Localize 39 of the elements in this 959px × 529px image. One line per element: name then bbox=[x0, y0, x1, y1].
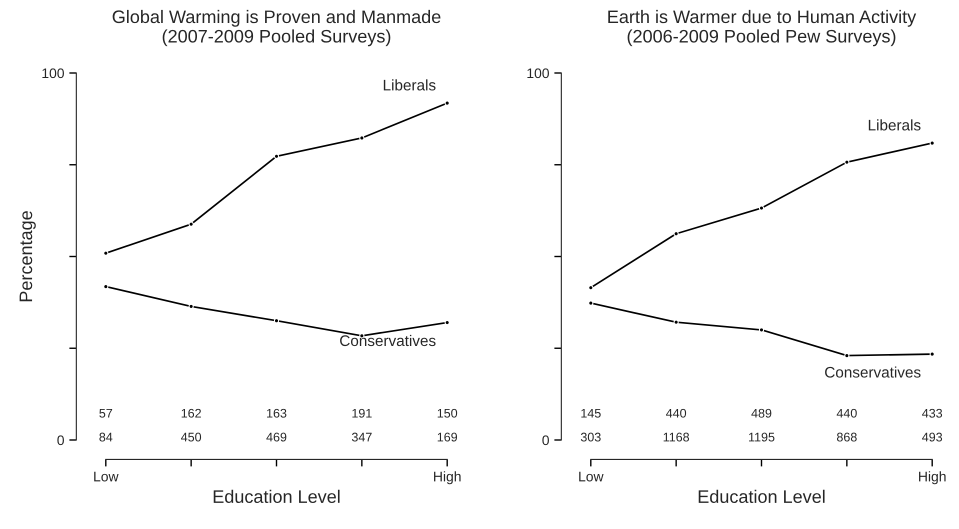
annotation: 1168 bbox=[664, 432, 690, 442]
x-tick-label: High bbox=[434, 471, 461, 484]
y-axis-title: Percentage bbox=[20, 211, 36, 302]
annotation: 489 bbox=[751, 408, 772, 418]
annotation: 469 bbox=[266, 432, 286, 442]
x-axis-title: Education Level bbox=[698, 490, 825, 504]
annotation: 433 bbox=[922, 408, 942, 418]
x-tick-label: Low bbox=[94, 472, 119, 482]
x-tick-label: High bbox=[919, 471, 946, 484]
chart-title: Global Warming is Proven and Manmade bbox=[112, 10, 440, 27]
annotation: 450 bbox=[181, 432, 202, 442]
y-tick-label: 0 bbox=[542, 435, 549, 446]
annotation: 440 bbox=[666, 408, 686, 418]
chart-title: Earth is Warmer due to Human Activity bbox=[608, 10, 916, 27]
annotation: 150 bbox=[438, 408, 458, 418]
annotation: 303 bbox=[580, 432, 601, 442]
annotation: 1195 bbox=[749, 432, 774, 442]
series-label: Liberals bbox=[868, 119, 921, 131]
series-label: Liberals bbox=[384, 79, 436, 91]
annotation: 145 bbox=[581, 408, 601, 418]
annotation: 191 bbox=[352, 408, 372, 418]
annotation: 163 bbox=[267, 408, 286, 418]
chart-subtitle: (2007-2009 Pooled Surveys) bbox=[162, 29, 390, 46]
annotation: 57 bbox=[99, 408, 112, 418]
annotation: 868 bbox=[836, 432, 857, 442]
annotation: 493 bbox=[922, 432, 942, 442]
x-tick-label: Low bbox=[579, 472, 604, 482]
y-tick-label: 0 bbox=[57, 435, 64, 446]
annotation: 347 bbox=[352, 432, 372, 442]
annotation: 169 bbox=[438, 432, 458, 442]
annotation: 440 bbox=[836, 408, 857, 418]
y-tick-label: 100 bbox=[527, 68, 549, 78]
annotation: 84 bbox=[99, 432, 112, 442]
annotation: 162 bbox=[182, 408, 201, 418]
series-label: Conservatives bbox=[825, 366, 921, 378]
series-label: Conservatives bbox=[340, 334, 436, 346]
y-tick-label: 100 bbox=[42, 68, 64, 78]
x-axis-title: Education Level bbox=[214, 490, 340, 504]
chart-subtitle: (2006-2009 Pooled Pew Surveys) bbox=[628, 29, 896, 46]
